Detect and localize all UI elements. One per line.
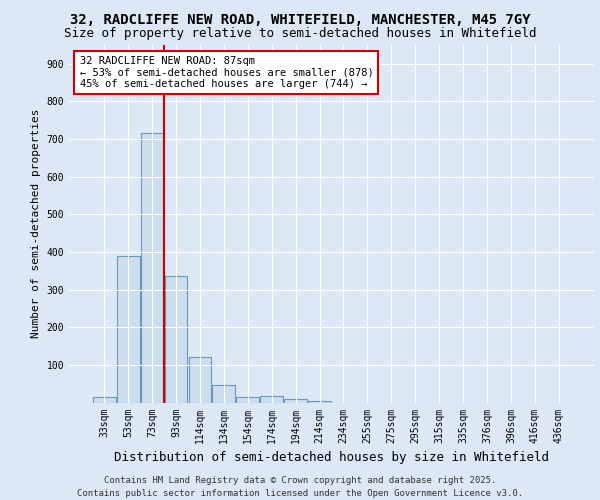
X-axis label: Distribution of semi-detached houses by size in Whitefield: Distribution of semi-detached houses by …	[114, 451, 549, 464]
Bar	[260, 396, 283, 402]
Bar	[164, 276, 187, 402]
Bar	[236, 397, 259, 402]
Bar	[188, 358, 211, 403]
Bar	[308, 400, 331, 402]
Bar	[141, 134, 163, 402]
Bar	[93, 397, 116, 402]
Text: 32 RADCLIFFE NEW ROAD: 87sqm
← 53% of semi-detached houses are smaller (878)
45%: 32 RADCLIFFE NEW ROAD: 87sqm ← 53% of se…	[79, 56, 373, 89]
Bar	[284, 398, 307, 402]
Text: 32, RADCLIFFE NEW ROAD, WHITEFIELD, MANCHESTER, M45 7GY: 32, RADCLIFFE NEW ROAD, WHITEFIELD, MANC…	[70, 12, 530, 26]
Bar	[117, 256, 140, 402]
Text: Contains HM Land Registry data © Crown copyright and database right 2025.
Contai: Contains HM Land Registry data © Crown c…	[77, 476, 523, 498]
Bar	[212, 385, 235, 402]
Y-axis label: Number of semi-detached properties: Number of semi-detached properties	[31, 109, 41, 338]
Text: Size of property relative to semi-detached houses in Whitefield: Size of property relative to semi-detach…	[64, 28, 536, 40]
